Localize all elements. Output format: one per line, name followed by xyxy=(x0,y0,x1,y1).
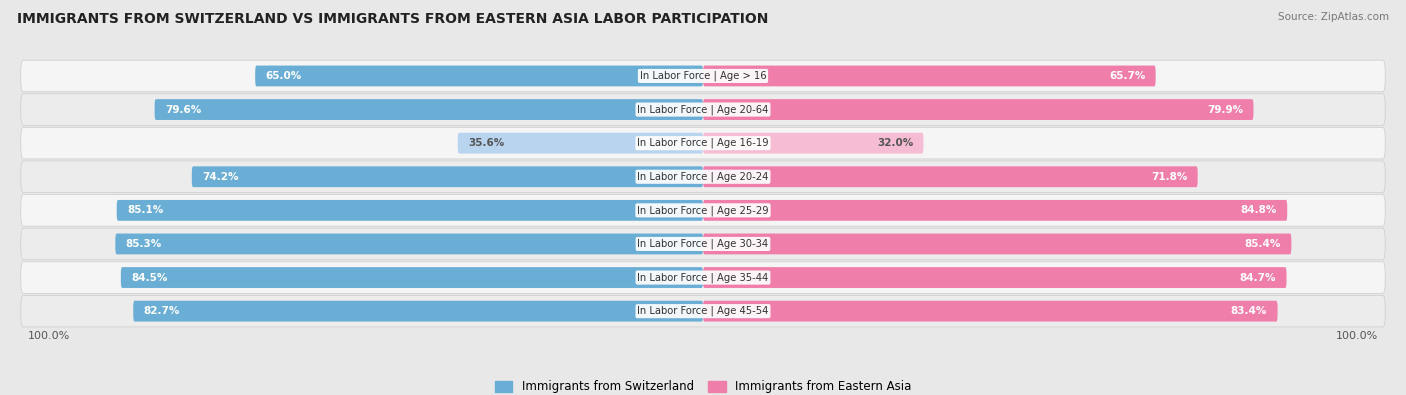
FancyBboxPatch shape xyxy=(703,66,1156,87)
Legend: Immigrants from Switzerland, Immigrants from Eastern Asia: Immigrants from Switzerland, Immigrants … xyxy=(489,376,917,395)
FancyBboxPatch shape xyxy=(155,99,703,120)
FancyBboxPatch shape xyxy=(134,301,703,322)
Text: In Labor Force | Age 16-19: In Labor Force | Age 16-19 xyxy=(637,138,769,149)
Text: 100.0%: 100.0% xyxy=(1336,331,1378,341)
FancyBboxPatch shape xyxy=(121,267,703,288)
FancyBboxPatch shape xyxy=(703,166,1198,187)
Text: 74.2%: 74.2% xyxy=(202,172,239,182)
Text: In Labor Force | Age 25-29: In Labor Force | Age 25-29 xyxy=(637,205,769,216)
Text: IMMIGRANTS FROM SWITZERLAND VS IMMIGRANTS FROM EASTERN ASIA LABOR PARTICIPATION: IMMIGRANTS FROM SWITZERLAND VS IMMIGRANT… xyxy=(17,12,768,26)
Text: In Labor Force | Age 20-64: In Labor Force | Age 20-64 xyxy=(637,104,769,115)
Text: 84.5%: 84.5% xyxy=(131,273,167,282)
FancyBboxPatch shape xyxy=(21,161,1385,192)
FancyBboxPatch shape xyxy=(21,127,1385,159)
FancyBboxPatch shape xyxy=(703,99,1254,120)
Text: In Labor Force | Age 20-24: In Labor Force | Age 20-24 xyxy=(637,171,769,182)
FancyBboxPatch shape xyxy=(21,60,1385,92)
Text: 83.4%: 83.4% xyxy=(1230,306,1267,316)
FancyBboxPatch shape xyxy=(703,200,1288,221)
FancyBboxPatch shape xyxy=(703,301,1278,322)
FancyBboxPatch shape xyxy=(458,133,703,154)
Text: In Labor Force | Age 30-34: In Labor Force | Age 30-34 xyxy=(637,239,769,249)
Text: In Labor Force | Age 45-54: In Labor Force | Age 45-54 xyxy=(637,306,769,316)
Text: 84.7%: 84.7% xyxy=(1240,273,1277,282)
FancyBboxPatch shape xyxy=(703,267,1286,288)
Text: 65.0%: 65.0% xyxy=(266,71,302,81)
FancyBboxPatch shape xyxy=(703,233,1291,254)
FancyBboxPatch shape xyxy=(117,200,703,221)
Text: 32.0%: 32.0% xyxy=(877,138,912,148)
FancyBboxPatch shape xyxy=(21,94,1385,125)
Text: 79.6%: 79.6% xyxy=(165,105,201,115)
FancyBboxPatch shape xyxy=(21,228,1385,260)
Text: In Labor Force | Age 35-44: In Labor Force | Age 35-44 xyxy=(637,272,769,283)
FancyBboxPatch shape xyxy=(21,195,1385,226)
FancyBboxPatch shape xyxy=(21,295,1385,327)
Text: 85.4%: 85.4% xyxy=(1244,239,1281,249)
FancyBboxPatch shape xyxy=(254,66,703,87)
Text: 65.7%: 65.7% xyxy=(1109,71,1146,81)
Text: 85.1%: 85.1% xyxy=(127,205,163,215)
FancyBboxPatch shape xyxy=(21,262,1385,293)
FancyBboxPatch shape xyxy=(703,133,924,154)
Text: In Labor Force | Age > 16: In Labor Force | Age > 16 xyxy=(640,71,766,81)
FancyBboxPatch shape xyxy=(191,166,703,187)
Text: 100.0%: 100.0% xyxy=(28,331,70,341)
Text: 84.8%: 84.8% xyxy=(1240,205,1277,215)
Text: 82.7%: 82.7% xyxy=(143,306,180,316)
Text: 79.9%: 79.9% xyxy=(1206,105,1243,115)
Text: 85.3%: 85.3% xyxy=(125,239,162,249)
Text: 71.8%: 71.8% xyxy=(1152,172,1187,182)
FancyBboxPatch shape xyxy=(115,233,703,254)
Text: 35.6%: 35.6% xyxy=(468,138,505,148)
Text: Source: ZipAtlas.com: Source: ZipAtlas.com xyxy=(1278,12,1389,22)
